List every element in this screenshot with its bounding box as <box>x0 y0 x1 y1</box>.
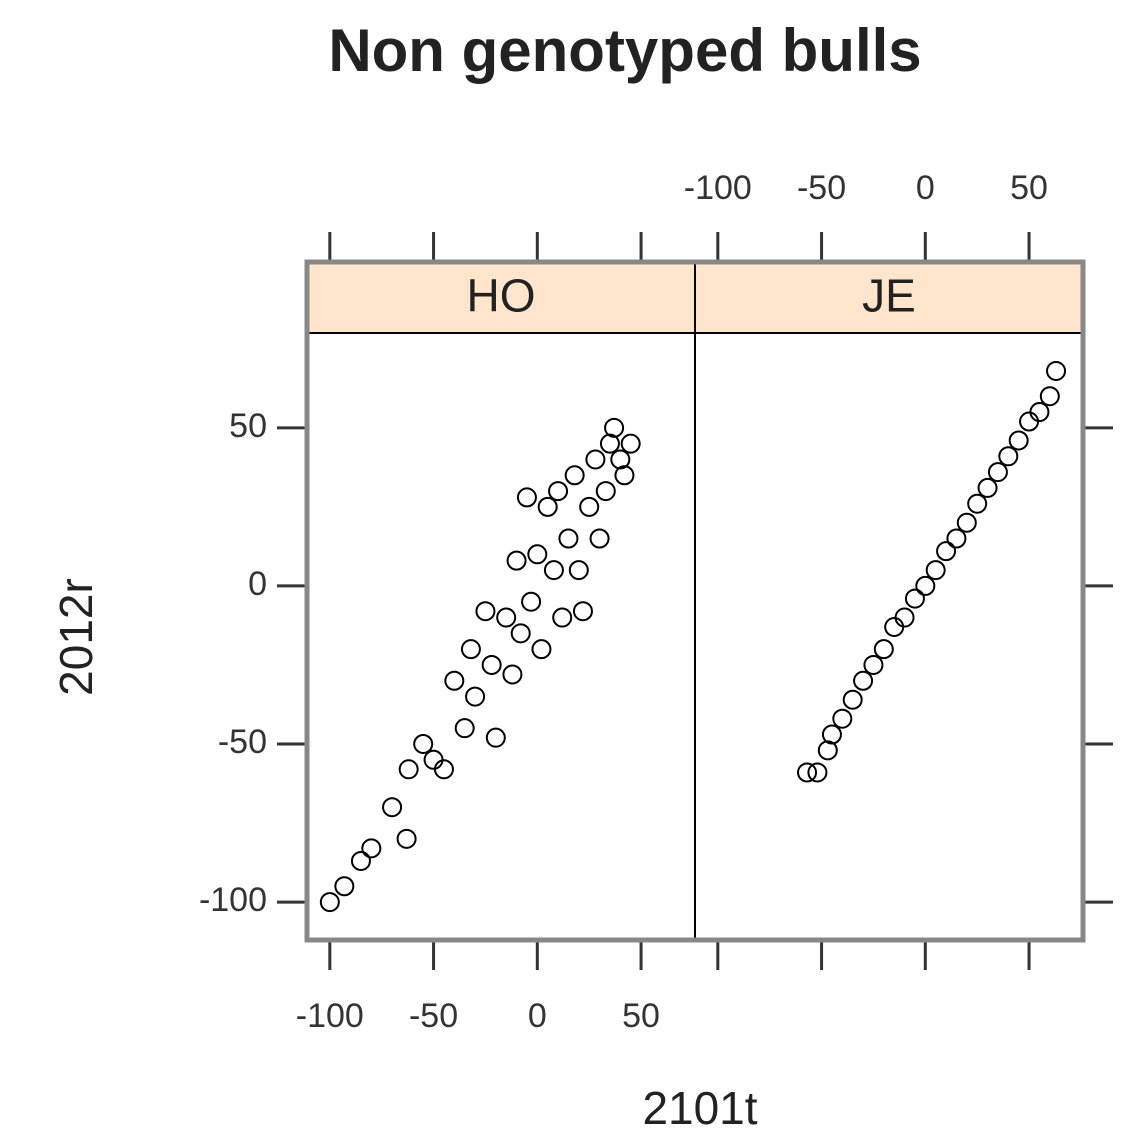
chart-title: Non genotyped bulls <box>328 17 921 84</box>
point <box>832 708 853 729</box>
point <box>543 560 564 581</box>
y-tick-label: -50 <box>218 723 267 761</box>
point <box>334 876 355 897</box>
point <box>396 828 417 849</box>
strip-label: HO <box>467 270 536 322</box>
point <box>620 433 641 454</box>
point <box>510 623 531 644</box>
point <box>904 588 925 609</box>
point <box>433 759 454 780</box>
point <box>817 740 838 761</box>
frame <box>304 259 1086 943</box>
point <box>946 528 967 549</box>
point <box>1008 430 1029 451</box>
point <box>361 838 382 859</box>
point <box>595 481 616 502</box>
point <box>506 550 527 571</box>
point <box>475 601 496 622</box>
point <box>502 664 523 685</box>
point <box>977 477 998 498</box>
point <box>821 724 842 745</box>
point <box>423 749 444 770</box>
point <box>465 686 486 707</box>
point <box>1029 402 1050 423</box>
y-tick-label: -100 <box>199 881 267 919</box>
x-tick-label: -50 <box>409 997 458 1035</box>
point <box>548 481 569 502</box>
point <box>1046 360 1067 381</box>
point <box>925 560 946 581</box>
x-tick-label: 0 <box>916 169 935 207</box>
x-tick-label: -100 <box>684 169 752 207</box>
point <box>614 465 635 486</box>
point <box>998 446 1019 467</box>
point <box>807 762 828 783</box>
point <box>894 607 915 628</box>
point <box>1019 411 1040 432</box>
point <box>568 560 589 581</box>
point <box>516 487 537 508</box>
point <box>579 496 600 517</box>
point <box>496 607 517 628</box>
point <box>956 512 977 533</box>
point <box>863 654 884 675</box>
point <box>842 689 863 710</box>
strip-label: JE <box>862 270 916 322</box>
point <box>987 462 1008 483</box>
point <box>873 639 894 660</box>
point <box>1039 386 1060 407</box>
y-axis-label: 2012r <box>50 578 102 696</box>
point <box>967 493 988 514</box>
point <box>936 541 957 562</box>
point <box>521 591 542 612</box>
x-tick-label: 50 <box>622 997 660 1035</box>
point <box>485 727 506 748</box>
point <box>585 449 606 470</box>
panel <box>306 332 696 941</box>
x-axis-label: 2101t <box>642 1082 757 1134</box>
x-tick-label: -50 <box>797 169 846 207</box>
point <box>915 575 936 596</box>
strip <box>306 261 696 334</box>
point <box>531 639 552 660</box>
point <box>350 850 371 871</box>
point <box>454 718 475 739</box>
point <box>319 892 340 913</box>
y-tick-label: 0 <box>248 565 267 603</box>
point <box>398 759 419 780</box>
point <box>460 639 481 660</box>
point <box>853 670 874 691</box>
point <box>537 496 558 517</box>
point <box>797 762 818 783</box>
point <box>564 465 585 486</box>
point <box>413 733 434 754</box>
point <box>884 617 905 638</box>
x-tick-label: -100 <box>296 997 364 1035</box>
panel <box>694 332 1084 941</box>
point <box>599 433 620 454</box>
x-tick-label: 0 <box>528 997 547 1035</box>
x-tick-label: 50 <box>1010 169 1048 207</box>
point <box>610 449 631 470</box>
point <box>527 544 548 565</box>
point <box>552 607 573 628</box>
y-tick-label: 50 <box>229 407 267 445</box>
point <box>572 601 593 622</box>
point <box>444 670 465 691</box>
point <box>382 797 403 818</box>
point <box>589 528 610 549</box>
point <box>604 417 625 438</box>
point <box>558 528 579 549</box>
point <box>481 654 502 675</box>
